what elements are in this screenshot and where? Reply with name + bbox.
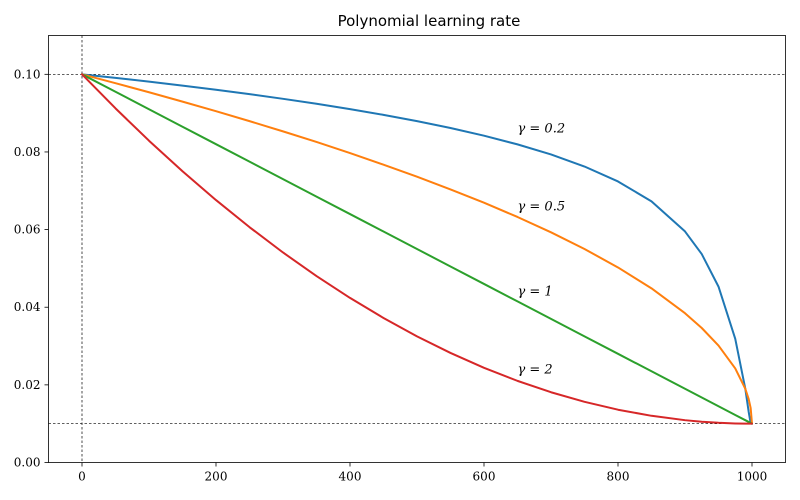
x-tick-label: 1000: [737, 470, 768, 484]
x-axis: 0 200 400 600 800 1000: [78, 462, 768, 484]
reference-lines: [48, 35, 786, 463]
x-tick-label: 200: [205, 470, 228, 484]
series-label-0: γ = 0.2: [518, 122, 566, 137]
x-tick-label: 600: [473, 470, 496, 484]
axes-frame: [48, 35, 786, 463]
x-tick-label: 0: [78, 470, 86, 484]
y-tick-label: 0.02: [14, 378, 41, 392]
x-tick-label: 800: [607, 470, 630, 484]
series-annotations: γ = 0.2 γ = 0.5 γ = 1 γ = 2: [518, 122, 566, 378]
x-tick-label: 400: [339, 470, 362, 484]
y-tick-label: 0.04: [14, 300, 41, 314]
y-tick-label: 0.00: [14, 456, 41, 470]
y-tick-label: 0.06: [14, 223, 41, 237]
y-tick-label: 0.08: [14, 145, 41, 159]
series-line-1: [81, 73, 753, 425]
series-label-1: γ = 0.5: [518, 199, 566, 214]
y-axis: 0.00 0.02 0.04 0.06 0.08 0.10: [14, 67, 49, 470]
series-label-3: γ = 2: [518, 362, 553, 377]
y-tick-label: 0.10: [14, 67, 41, 81]
series-label-2: γ = 1: [518, 285, 553, 300]
series-group: [81, 73, 753, 425]
chart-title: Polynomial learning rate: [338, 12, 521, 30]
series-line-2: [81, 73, 753, 425]
series-line-3: [81, 73, 753, 425]
series-line-0: [81, 73, 753, 425]
